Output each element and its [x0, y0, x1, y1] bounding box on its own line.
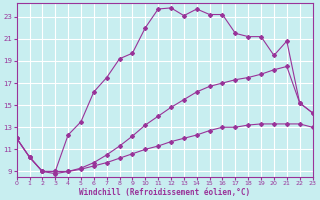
X-axis label: Windchill (Refroidissement éolien,°C): Windchill (Refroidissement éolien,°C) — [79, 188, 250, 197]
